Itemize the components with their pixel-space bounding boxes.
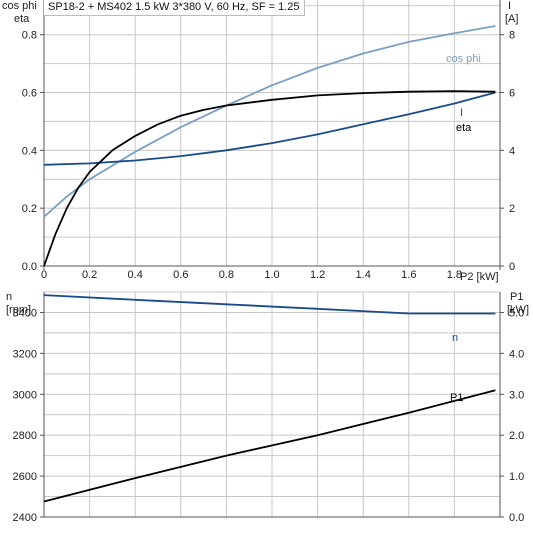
top-x-tick-label-0: 0 [41, 269, 47, 281]
series-label-cos-phi: cos phi [446, 53, 481, 65]
bottom-right-tick-label-1: 1.0 [509, 471, 524, 483]
series-label-current: I [460, 107, 463, 119]
top-right-tick-label-4: 8 [509, 30, 515, 42]
top-axes: 0 0.2 0.4 0.6 0.8 1.0 1.2 1.4 1.6 1.8 0.0 0.2 0.4 0.6… [22, 0, 515, 281]
top-grid [43, 0, 501, 267]
top-x-tick-label-7: 1.4 [356, 269, 371, 281]
cos-phi-line [43, 25, 496, 218]
top-left-tick-label-0: 0.0 [22, 261, 37, 273]
bottom-right-tick-label-4: 4.0 [509, 348, 524, 360]
bottom-left-axis-label-line1: n [6, 291, 12, 303]
top-left-axis-label-line2: eta [14, 13, 30, 25]
top-x-tick-label-8: 1.6 [401, 269, 416, 281]
top-left-tick-label-4: 0.8 [22, 30, 37, 42]
top-x-tick-label-5: 1.0 [264, 269, 279, 281]
speed-line [43, 294, 496, 315]
top-left-tick-label-1: 0.2 [22, 203, 37, 215]
current-line [43, 91, 496, 166]
bottom-right-tick-label-2: 2.0 [509, 430, 524, 442]
top-left-axis-label-line1: cos phi [2, 0, 37, 12]
top-x-tick-label-3: 0.6 [173, 269, 188, 281]
top-x-tick-label-9: 1.8 [447, 269, 462, 281]
bottom-left-axis-label-line2: [rpm] [6, 304, 31, 316]
chart-title: SP18-2 + MS402 1.5 kW 3*380 V, 60 Hz, SF… [44, 0, 305, 16]
eta-line [43, 90, 496, 267]
top-x-tick-label-6: 1.2 [310, 269, 325, 281]
bottom-right-axis-label-line1: P1 [510, 291, 523, 303]
series-label-speed: n [452, 332, 458, 344]
top-series [43, 25, 496, 267]
bottom-right-axis-label-line2: [kW] [507, 304, 529, 316]
bottom-axes: 2400 2600 2800 3000 3200 3400 0.0 1.0 2.0 3.0 4.0 5… [13, 292, 524, 524]
top-right-tick-label-3: 6 [509, 88, 515, 100]
bottom-right-tick-label-3: 3.0 [509, 389, 524, 401]
top-right-axis-label-line2: [A] [505, 13, 518, 25]
bottom-left-tick-label-4: 3200 [13, 348, 37, 360]
top-x-tick-label-2: 0.4 [128, 269, 143, 281]
bottom-left-tick-label-1: 2600 [13, 471, 37, 483]
bottom-series [43, 294, 496, 503]
top-right-tick-label-0: 0 [509, 261, 515, 273]
top-x-axis-label: P2 [kW] [460, 271, 499, 283]
top-left-tick-label-2: 0.4 [22, 145, 37, 157]
top-right-tick-label-1: 2 [509, 203, 515, 215]
bottom-left-tick-label-2: 2800 [13, 430, 37, 442]
series-label-p1: P1 [450, 392, 463, 404]
bottom-left-tick-label-0: 2400 [13, 512, 37, 524]
top-left-tick-label-3: 0.6 [22, 88, 37, 100]
p1-line [43, 389, 496, 503]
top-x-tick-label-1: 0.2 [82, 269, 97, 281]
series-label-eta: eta [456, 122, 472, 134]
top-right-axis-label-line1: I [508, 0, 511, 12]
top-right-tick-label-2: 4 [509, 145, 515, 157]
bottom-left-tick-label-3: 3000 [13, 389, 37, 401]
bottom-left-tick-label-5: 3400 [13, 307, 37, 319]
top-x-tick-label-4: 0.8 [219, 269, 234, 281]
bottom-right-tick-label-0: 0.0 [509, 512, 524, 524]
bottom-right-tick-label-5: 5.0 [509, 307, 524, 319]
